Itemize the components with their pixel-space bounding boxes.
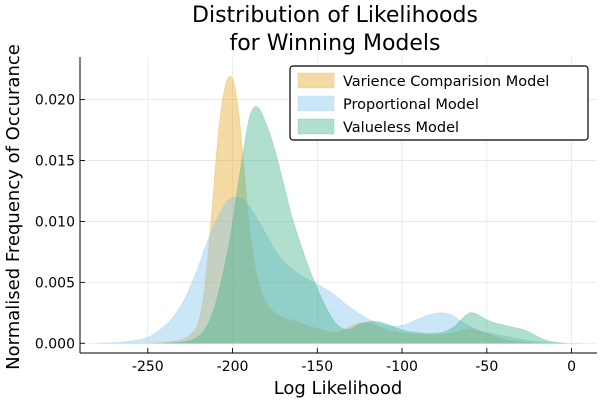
legend-label: Proportional Model xyxy=(343,97,479,113)
x-tick-label: -200 xyxy=(217,359,249,375)
legend-label: Valueless Model xyxy=(343,120,459,136)
legend-box xyxy=(289,65,589,141)
series-area-0 xyxy=(151,75,538,344)
legend-label: Varience Comparision Model xyxy=(343,74,549,90)
x-tick-label: -250 xyxy=(132,359,164,375)
x-axis-label: Log Likelihood xyxy=(274,378,403,399)
y-tick-label: 0.000 xyxy=(35,336,75,352)
x-tick-label: -150 xyxy=(301,359,333,375)
legend-swatch xyxy=(297,95,335,112)
legend-swatch xyxy=(297,72,335,89)
chart-title-line: Distribution of Likelihoods xyxy=(192,3,478,28)
y-tick-label: 0.020 xyxy=(35,93,75,109)
x-tick-label: 0 xyxy=(567,359,576,375)
x-tick-label: -50 xyxy=(475,359,498,375)
chart-title-line: for Winning Models xyxy=(229,31,440,56)
series-area-2 xyxy=(164,106,565,344)
y-tick-label: 0.015 xyxy=(35,154,75,170)
plot-areas xyxy=(96,75,581,344)
series-area-1 xyxy=(96,196,581,344)
legend: Varience Comparision Model Proportional M… xyxy=(289,65,589,141)
chart-text: -250 -200 -150 -100 -50 0 0.000 0.005 0.010 0.015… xyxy=(3,3,576,399)
y-tick-label: 0.010 xyxy=(35,214,75,230)
y-axis-label: Normalised Frequency of Occurance xyxy=(3,44,24,370)
y-tick-label: 0.005 xyxy=(35,275,75,291)
legend-swatch xyxy=(297,118,335,135)
axes xyxy=(79,57,597,354)
x-tick-label: -100 xyxy=(386,359,418,375)
